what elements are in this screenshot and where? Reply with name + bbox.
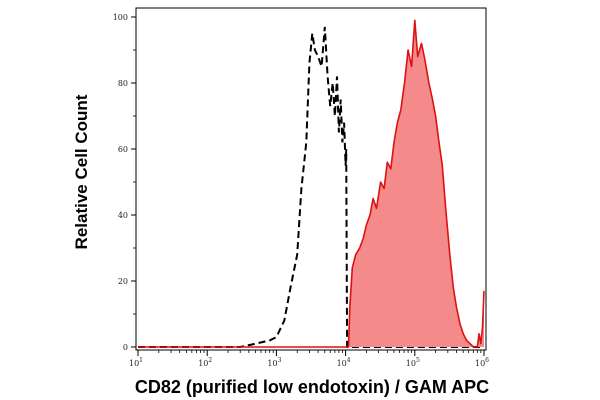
y-tick-label: 20 bbox=[118, 277, 128, 286]
axes: 101 102 103 104 105 106 0 20 40 60 80 100 bbox=[113, 13, 489, 368]
x-tick-label: 105 bbox=[406, 357, 420, 368]
x-axis-title: CD82 (purified low endotoxin) / GAM APC bbox=[135, 377, 489, 397]
plot-area bbox=[138, 19, 485, 348]
series-1-fill bbox=[138, 20, 484, 348]
series-1-line bbox=[138, 19, 485, 348]
x-tick-label: 103 bbox=[267, 357, 281, 368]
x-tick-label: 104 bbox=[337, 357, 351, 368]
y-tick-label: 0 bbox=[123, 343, 128, 352]
x-tick-label: 102 bbox=[198, 357, 212, 368]
x-tick-label: 101 bbox=[129, 357, 143, 368]
plot-frame bbox=[135, 7, 487, 351]
y-axis-title: Relative Cell Count bbox=[72, 94, 91, 249]
x-tick-label: 106 bbox=[475, 357, 489, 368]
y-tick-label: 60 bbox=[118, 145, 128, 154]
y-tick-label: 40 bbox=[118, 211, 128, 220]
y-tick-label: 80 bbox=[118, 79, 128, 88]
y-tick-label: 100 bbox=[113, 13, 128, 22]
